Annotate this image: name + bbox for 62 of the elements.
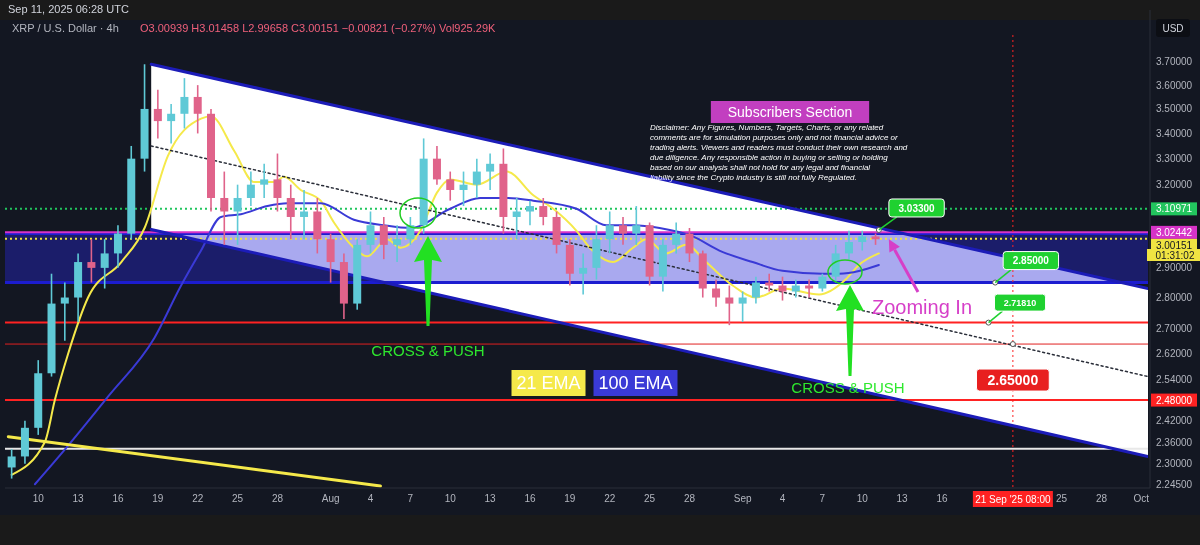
y-tick-label: 2.42000 <box>1156 415 1193 427</box>
x-tick-label: 10 <box>444 493 457 504</box>
y-tick-label: 2.80000 <box>1156 292 1193 304</box>
ref-line-label: 21 Sep '25 08:00 <box>975 494 1051 505</box>
x-tick-label: 13 <box>72 493 85 504</box>
x-tick-label: 25 <box>1056 493 1068 504</box>
y-tick-label: 3.70000 <box>1156 56 1193 68</box>
x-tick-label: Aug <box>321 493 340 504</box>
y-tick-label: 2.24500 <box>1156 478 1193 490</box>
annotation: CROSS & PUSH <box>371 342 485 359</box>
x-tick-label: 4 <box>779 493 786 504</box>
ref-line-label: 3.02442 <box>1155 226 1193 238</box>
chart-subtitle: O3.00939 H3.01458 L2.99658 C3.00151 −0.00821 (−0.27%) Vol925.29K <box>140 22 497 34</box>
y-tick-label: 2.36000 <box>1156 436 1193 448</box>
annotation: 2.85000 <box>1012 255 1050 267</box>
text: 21 EMA <box>516 373 581 393</box>
annotation: CROSS & PUSH <box>791 379 905 396</box>
y-tick-label: 3.20000 <box>1156 179 1193 191</box>
x-tick-label: Sep <box>733 493 752 504</box>
x-tick-label: 10 <box>856 493 869 504</box>
annotation: Subscribers Section <box>727 104 853 121</box>
x-tick-label: 28 <box>271 493 284 504</box>
x-tick-label: 25 <box>644 493 656 504</box>
y-tick-label: 2.70000 <box>1156 322 1193 334</box>
x-tick-label: 16 <box>524 493 536 504</box>
y-tick-label: 3.50000 <box>1156 103 1193 115</box>
y-tick-label: 2.30000 <box>1156 458 1193 470</box>
x-tick-label: 4 <box>367 493 374 504</box>
annotation: Zooming In <box>871 296 973 318</box>
text: 01:31:02 <box>1155 249 1195 261</box>
y-tick-label: 2.62000 <box>1156 348 1193 360</box>
text: 100 EMA <box>598 373 673 393</box>
y-tick-label: 3.40000 <box>1156 127 1193 139</box>
x-tick-label: 16 <box>936 493 948 504</box>
x-tick-label: 22 <box>192 493 204 504</box>
ref-line-label: 2.48000 <box>1155 394 1193 406</box>
annotation: 2.71810 <box>1003 297 1037 308</box>
x-tick-label: 19 <box>564 493 576 504</box>
x-tick-label: Oct <box>1133 493 1150 504</box>
annotation: Disclaimer: Any Figures, Numbers, Targets, Charts, or any related comments are for simulation purposes only and not financial advice or trading alerts. Viewers and readers must conduct their own research and due diligence. Any responsible action in buying or selling or holding based on our analysis shall not hold for any legal and financial liability since the Crypto industry is still not fully Regulated. <box>650 123 908 182</box>
y-tick-label: 3.60000 <box>1156 79 1193 91</box>
x-tick-label: 10 <box>32 493 45 504</box>
x-tick-label: 16 <box>112 493 124 504</box>
x-tick-label: 7 <box>819 493 826 504</box>
text: Sep 11, 2025 06:28 UTC <box>8 3 129 15</box>
x-tick-label: 13 <box>484 493 497 504</box>
annotation: 3.03300 <box>898 202 936 214</box>
y-tick-label: 2.90000 <box>1156 262 1193 274</box>
x-tick-label: 28 <box>1095 493 1108 504</box>
x-tick-label: 25 <box>232 493 244 504</box>
ref-line-label: 3.00151 <box>1155 239 1193 251</box>
y-tick-label: 3.30000 <box>1156 153 1193 165</box>
x-tick-label: 7 <box>407 493 414 504</box>
annotation: 2.65000 <box>987 372 1039 389</box>
ref-line-label: 3.10971 <box>1155 203 1193 215</box>
x-tick-label: 13 <box>896 493 909 504</box>
y-axis-title: USD <box>1162 23 1184 34</box>
x-tick-label: 28 <box>683 493 696 504</box>
x-tick-label: 22 <box>604 493 616 504</box>
chart-title: XRP / U.S. Dollar · 4h <box>12 22 119 34</box>
y-tick-label: 2.54000 <box>1156 374 1193 386</box>
x-tick-label: 19 <box>152 493 164 504</box>
